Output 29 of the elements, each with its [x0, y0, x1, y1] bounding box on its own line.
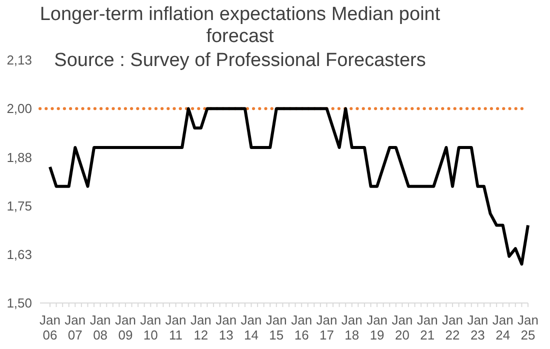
x-tick-label: Jan 10	[140, 312, 162, 343]
x-tick-label: Jan 08	[90, 312, 111, 343]
x-tick-label: Jan 15	[266, 312, 287, 343]
x-tick-label: Jan 20	[392, 312, 413, 343]
x-tick-label: Jan 24	[492, 312, 514, 343]
x-tick-label: Jan 11	[165, 312, 186, 343]
x-tick-label: Jan 23	[467, 312, 488, 343]
y-tick-label: 1,88	[6, 150, 32, 165]
x-tick-label: Jan 14	[240, 312, 262, 343]
y-tick-label: 1,63	[6, 247, 32, 262]
x-tick-label: Jan 22	[442, 312, 464, 343]
x-tick-label: Jan 07	[64, 312, 86, 343]
x-tick-label: Jan 21	[416, 312, 438, 343]
x-tick-label: Jan 06	[40, 312, 60, 343]
x-tick-label: Jan 19	[366, 312, 388, 343]
x-tick-label: Jan 18	[341, 312, 362, 343]
x-tick-label: Jan 09	[114, 312, 136, 343]
x-tick-label: Jan 16	[291, 312, 312, 343]
y-tick-label: 2,00	[6, 101, 32, 116]
x-tick-label: Jan 25	[518, 312, 538, 343]
x-tick-label: Jan 12	[190, 312, 212, 343]
y-tick-label: 1,50	[6, 296, 32, 311]
line-series	[48, 107, 530, 266]
y-tick-label: 1,75	[6, 198, 32, 214]
annotation: Source : Survey of Professional Forecasters	[53, 50, 427, 72]
x-tick-label: Jan 17	[316, 312, 338, 343]
y-tick-label: 2,13	[6, 52, 32, 68]
x-tick-label: Jan 13	[216, 312, 237, 343]
chart-title: Longer-term inflation expectations Median point forecast	[38, 4, 442, 48]
